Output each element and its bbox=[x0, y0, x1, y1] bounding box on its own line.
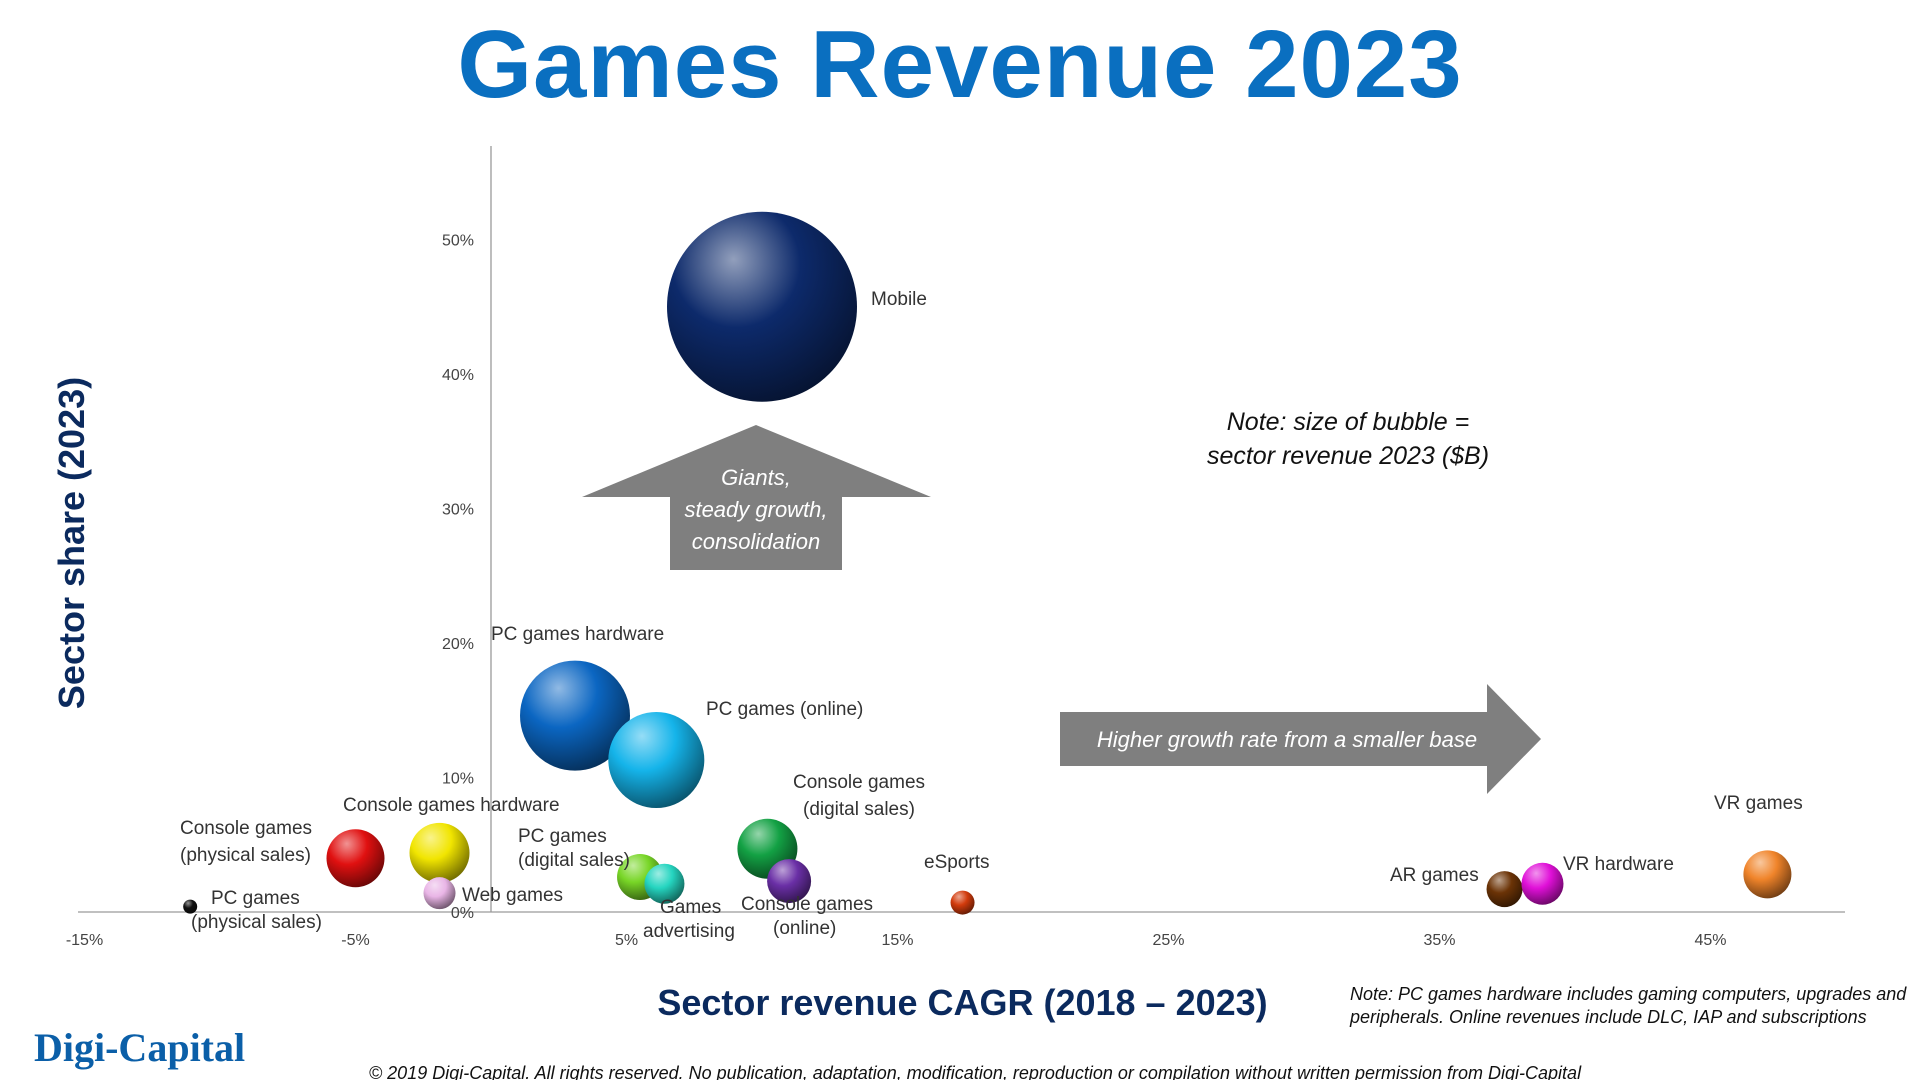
bubble-label: eSports bbox=[924, 852, 989, 873]
right-arrow-text: Higher growth rate from a smaller base bbox=[1097, 727, 1477, 752]
bubble-label: PC games (online) bbox=[706, 699, 863, 720]
bubble-label: PC games hardware bbox=[491, 624, 664, 645]
y-tick-label: 40% bbox=[442, 367, 474, 384]
bubble bbox=[326, 829, 385, 888]
y-axis-title: Sector share (2023) bbox=[51, 376, 92, 710]
x-tick-label: 15% bbox=[881, 932, 913, 949]
y-tick-label: 0% bbox=[451, 905, 474, 922]
bubble bbox=[644, 863, 685, 904]
bubble bbox=[1743, 850, 1792, 899]
bubble-size-note: sector revenue 2023 ($B) bbox=[1207, 442, 1489, 470]
bubble-label: PC games bbox=[211, 888, 300, 909]
x-tick-label: -15% bbox=[66, 932, 103, 949]
bubble-label: Games bbox=[660, 897, 721, 918]
y-tick-label: 10% bbox=[442, 771, 474, 788]
bubble-label: Console games bbox=[793, 772, 925, 793]
up-arrow bbox=[582, 425, 931, 570]
x-tick-label: 35% bbox=[1423, 932, 1455, 949]
right-arrow bbox=[1060, 684, 1541, 794]
bubble bbox=[1521, 862, 1564, 905]
x-tick-label: 45% bbox=[1694, 932, 1726, 949]
bubble bbox=[520, 660, 631, 771]
bubble bbox=[1486, 871, 1523, 908]
y-tick-label: 50% bbox=[442, 233, 474, 250]
bubble bbox=[423, 877, 456, 910]
x-axis-title: Sector revenue CAGR (2018 – 2023) bbox=[657, 982, 1268, 1023]
bubble-label: VR games bbox=[1714, 793, 1803, 814]
chart-note: Note: size of bubble = sector revenue 202… bbox=[1207, 408, 1489, 470]
up-arrow-text: Giants, bbox=[721, 465, 791, 490]
y-tick-label: 30% bbox=[442, 502, 474, 519]
bubble-label: AR games bbox=[1390, 865, 1479, 886]
up-arrow-text: consolidation bbox=[692, 529, 820, 554]
bubble-size-note: Note: size of bubble = bbox=[1227, 408, 1470, 436]
page-title: Games Revenue 2023 bbox=[457, 11, 1463, 118]
bubble-label: (digital sales) bbox=[518, 850, 630, 871]
bubble-label: Mobile bbox=[871, 289, 927, 310]
chart-bubbles bbox=[183, 211, 1792, 915]
chart-labels: Mobile PC games hardware PC games (online)… bbox=[180, 289, 1803, 942]
bubble-label: (physical sales) bbox=[191, 912, 322, 933]
bubble-label: (digital sales) bbox=[803, 799, 915, 820]
chart-axes: -15% -5% 5% 15% 25% 35% 45% 0% 10% 20% 30% 40% 50% bbox=[66, 146, 1845, 949]
x-tick-label: 5% bbox=[615, 932, 638, 949]
bubble-label: PC games bbox=[518, 826, 607, 847]
up-arrow-text: steady growth, bbox=[684, 497, 827, 522]
y-tick-label: 20% bbox=[442, 636, 474, 653]
copyright: © 2019 Digi-Capital. All rights reserved… bbox=[368, 1063, 1582, 1080]
bubble-label: (online) bbox=[773, 918, 836, 939]
bubble bbox=[608, 712, 705, 809]
bubble-label: Console games bbox=[180, 818, 312, 839]
bubble bbox=[950, 890, 975, 915]
bubble-label: Console games hardware bbox=[343, 795, 560, 816]
bubble bbox=[183, 899, 198, 914]
bubble-label: Web games bbox=[462, 885, 563, 906]
footnote: Note: PC games hardware includes gaming … bbox=[1350, 984, 1907, 1027]
x-tick-label: -5% bbox=[341, 932, 369, 949]
bubble bbox=[409, 822, 470, 883]
bubble-label: (physical sales) bbox=[180, 845, 311, 866]
bubble-label: VR hardware bbox=[1563, 854, 1674, 875]
bubble-label: advertising bbox=[643, 921, 735, 942]
digi-capital-logo: Digi-Capital bbox=[34, 1025, 246, 1070]
bubble bbox=[767, 859, 812, 904]
bubble bbox=[667, 211, 857, 402]
bubble-label: Console games bbox=[741, 894, 873, 915]
x-tick-label: 25% bbox=[1152, 932, 1184, 949]
annotation-arrows: Giants, steady growth, consolidation Higher… bbox=[582, 425, 1541, 794]
